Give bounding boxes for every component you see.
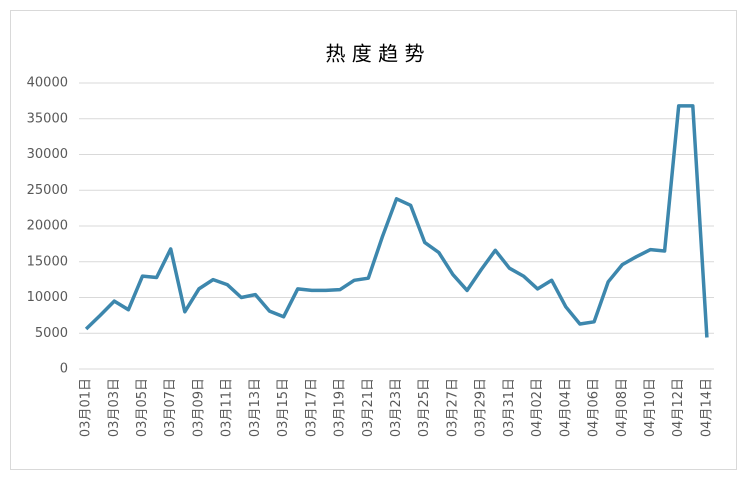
x-tick-label: 03月19日 [333,378,348,437]
x-tick-label: 03月23日 [389,378,404,437]
x-tick-label: 03月21日 [361,378,376,437]
x-tick-label: 04月04日 [558,378,573,437]
x-tick-label: 04月10日 [643,378,658,437]
x-tick-label: 03月05日 [135,378,150,437]
x-tick-label: 03月13日 [248,378,263,437]
y-tick-label: 5000 [35,326,68,341]
x-tick-label: 03月15日 [276,378,291,437]
y-tick-label: 10000 [27,290,68,305]
y-tick-label: 0 [60,362,68,377]
x-tick-label: 03月27日 [445,378,460,437]
y-tick-label: 25000 [27,183,68,198]
chart-border [10,10,737,470]
y-tick-label: 40000 [27,76,68,91]
y-tick-label: 35000 [27,111,68,126]
x-tick-label: 04月12日 [671,378,686,437]
y-tick-label: 15000 [27,254,68,269]
x-tick-label: 03月29日 [474,378,489,437]
x-tick-label: 03月07日 [163,378,178,437]
chart-title: 热 度 趋 势 [325,42,424,66]
x-tick-label: 03月01日 [79,378,94,437]
x-tick-label: 03月31日 [502,378,517,437]
x-tick-label: 03月25日 [417,378,432,437]
x-tick-label: 04月14日 [699,378,714,437]
x-tick-label: 03月11日 [220,378,235,437]
x-tick-label: 03月17日 [304,378,319,437]
x-tick-label: 04月08日 [615,378,630,437]
x-tick-label: 04月06日 [587,378,602,437]
data-line [84,104,709,338]
y-tick-label: 30000 [27,147,68,162]
y-tick-label: 20000 [27,219,68,234]
x-tick-label: 03月09日 [191,378,206,437]
x-tick-label: 03月03日 [107,378,122,437]
x-tick-label: 04月02日 [530,378,545,437]
